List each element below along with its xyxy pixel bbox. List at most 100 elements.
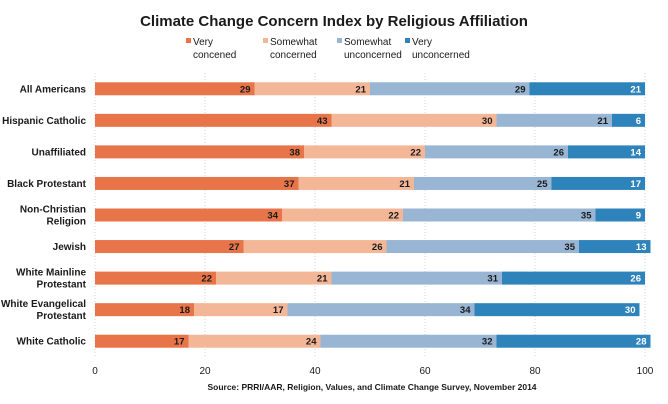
bar-value-label: 21 [317, 274, 328, 285]
bar-value-label: 21 [355, 84, 366, 95]
category-label: Hispanic Catholic [2, 116, 86, 127]
source-note: Source: PRRI/AAR, Religion, Values, and … [207, 382, 536, 392]
bar-segment [551, 176, 645, 190]
bar-segment [216, 271, 332, 285]
bar-segment [95, 271, 216, 285]
bar-segment [95, 145, 304, 159]
bar-value-label: 6 [636, 116, 641, 127]
legend-label: Very concened [193, 37, 236, 61]
category-label: All Americans [20, 84, 87, 95]
bar-segment [304, 145, 425, 159]
x-tick-label: 20 [199, 366, 211, 377]
bar-segment [579, 240, 651, 254]
bar-segment [298, 176, 414, 190]
bar-value-label: 24 [306, 337, 317, 348]
bar-value-label: 35 [564, 242, 575, 253]
x-tick-label: 0 [92, 366, 98, 377]
category-label: Unaffiliated [32, 147, 86, 158]
bar-value-label: 30 [482, 116, 493, 127]
bar-segment [287, 303, 475, 317]
bar-segment [595, 208, 645, 222]
category-labels: All Americans Hispanic Catholic Unaffiliat… [1, 84, 87, 347]
bar-value-label: 28 [636, 337, 647, 348]
legend-swatch [186, 38, 191, 43]
legend-swatch [405, 38, 410, 43]
bar-segment [370, 82, 530, 96]
bar-segment [331, 271, 502, 285]
bar-value-label: 35 [581, 211, 592, 222]
category-label: White Evangelical Protestant [1, 299, 87, 322]
bar-segment [529, 82, 645, 96]
bar-segment [496, 334, 651, 348]
bar-value-label: 17 [273, 305, 284, 316]
bar-value-label: 18 [179, 305, 190, 316]
bar-value-label: 29 [240, 84, 251, 95]
bar-segment [331, 113, 497, 127]
bar-segment [188, 334, 321, 348]
bar-segment [95, 334, 189, 348]
bar-value-label: 26 [553, 147, 564, 158]
bar-value-label: 21 [597, 116, 608, 127]
legend-swatch [337, 38, 342, 43]
x-tick-label: 40 [309, 366, 321, 377]
bar-segment [95, 176, 299, 190]
chart-title: Climate Change Concern Index by Religiou… [140, 13, 528, 30]
bar-value-label: 22 [410, 147, 421, 158]
bar-segment [320, 334, 497, 348]
bar-value-label: 34 [267, 211, 278, 222]
category-label: Black Protestant [7, 179, 87, 190]
bar-segment [95, 82, 255, 96]
bar-value-label: 9 [636, 211, 641, 222]
bar-value-label: 14 [630, 147, 641, 158]
bar-value-label: 22 [388, 211, 399, 222]
bar-value-label: 25 [537, 179, 548, 190]
bar-segment [474, 303, 640, 317]
legend-swatch [263, 38, 268, 43]
bar-value-label: 30 [625, 305, 636, 316]
bar-segment [386, 240, 579, 254]
bar-value-label: 29 [515, 84, 526, 95]
bar-value-label: 21 [630, 84, 641, 95]
bar-value-label: 38 [289, 147, 300, 158]
bar-segment [403, 208, 596, 222]
bar-segment [502, 271, 645, 285]
bar-value-label: 31 [487, 274, 498, 285]
bar-segment [95, 208, 282, 222]
legend: Very concened Somewhat concerned Somewhat unc… [186, 37, 470, 61]
bar-segment [414, 176, 552, 190]
bar-segment [496, 113, 612, 127]
bars: 29 21 29 21 43 30 21 6 38 22 26 14 37 21 25 17 34 22 35 9 27… [95, 82, 651, 348]
bar-value-label: 17 [174, 337, 185, 348]
x-tick-label: 80 [529, 366, 541, 377]
bar-segment [568, 145, 645, 159]
legend-label: Very unconcerned [412, 37, 470, 61]
bar-segment [612, 113, 645, 127]
bar-segment [194, 303, 288, 317]
bar-segment [243, 240, 387, 254]
category-label: White Mainline Protestant [16, 268, 87, 291]
bar-value-label: 37 [284, 179, 295, 190]
bar-segment [95, 113, 332, 127]
bar-segment [95, 303, 194, 317]
category-label: White Catholic [17, 337, 87, 348]
bar-value-label: 26 [372, 242, 383, 253]
x-tick-label: 60 [419, 366, 431, 377]
bar-value-label: 34 [460, 305, 471, 316]
bar-value-label: 27 [229, 242, 240, 253]
category-label: Jewish [53, 242, 86, 253]
bar-value-label: 13 [636, 242, 647, 253]
category-label: Non-Christian Religion [20, 205, 86, 228]
bar-value-label: 21 [399, 179, 410, 190]
bar-segment [95, 240, 244, 254]
bar-value-label: 32 [482, 337, 493, 348]
bar-value-label: 43 [317, 116, 328, 127]
bar-segment [282, 208, 403, 222]
bar-segment [254, 82, 370, 96]
bar-value-label: 17 [630, 179, 641, 190]
bar-value-label: 26 [630, 274, 641, 285]
legend-label: Somewhat unconcerned [344, 37, 402, 61]
x-axis-ticks: 0 20 40 60 80 100 [92, 366, 654, 377]
bar-value-label: 22 [201, 274, 212, 285]
bar-segment [425, 145, 568, 159]
